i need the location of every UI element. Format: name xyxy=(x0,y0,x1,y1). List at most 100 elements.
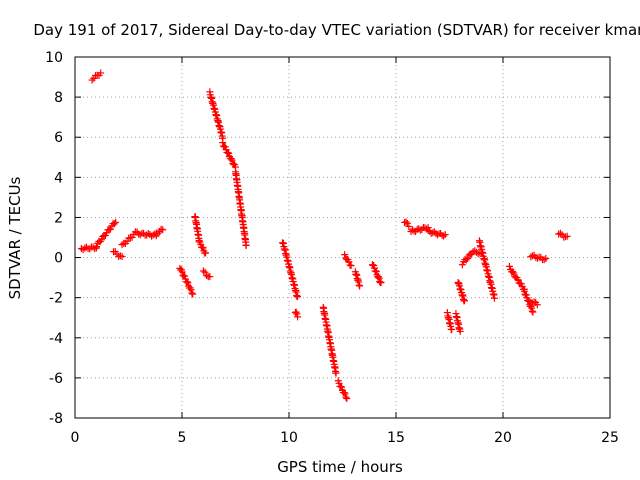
data-point-marker xyxy=(88,76,96,84)
data-point-marker xyxy=(462,256,470,264)
data-segment xyxy=(219,139,239,171)
data-point-marker xyxy=(112,218,120,226)
data-segment xyxy=(232,168,250,249)
x-tick-label: 10 xyxy=(280,430,298,446)
y-tick-label: 0 xyxy=(54,251,63,267)
data-point-marker xyxy=(356,282,364,290)
data-point-marker xyxy=(376,278,384,286)
data-point-marker xyxy=(293,310,301,318)
data-segment xyxy=(505,262,528,293)
data-point-marker xyxy=(347,262,355,270)
data-point-marker xyxy=(228,156,236,164)
data-point-marker xyxy=(128,233,136,241)
data-point-marker xyxy=(97,69,105,77)
data-point-marker xyxy=(135,230,143,238)
data-point-marker xyxy=(341,390,349,398)
grid-lines xyxy=(75,57,610,418)
data-point-marker xyxy=(374,273,382,281)
plot-frame xyxy=(74,56,611,419)
x-tick-label: 25 xyxy=(601,430,619,446)
data-point-marker xyxy=(118,253,126,261)
data-point-marker xyxy=(456,327,464,335)
data-point-marker xyxy=(471,247,479,255)
data-point-marker xyxy=(530,298,538,306)
data-point-marker xyxy=(338,383,346,391)
data-point-marker xyxy=(227,154,235,162)
data-point-marker xyxy=(123,237,131,245)
data-segment xyxy=(443,309,456,334)
data-point-marker xyxy=(225,149,233,157)
y-tick-label: 4 xyxy=(54,170,63,186)
data-point-marker xyxy=(224,149,232,157)
data-point-marker xyxy=(405,222,413,230)
data-point-marker xyxy=(183,278,191,286)
data-point-marker xyxy=(176,264,184,272)
data-point-marker xyxy=(509,268,517,276)
data-point-marker xyxy=(540,256,548,264)
data-point-marker xyxy=(563,232,571,240)
y-tick-label: -8 xyxy=(49,411,63,427)
data-segment xyxy=(152,225,167,238)
data-point-marker xyxy=(202,249,210,257)
y-tick-label: 10 xyxy=(45,50,63,66)
data-segment xyxy=(351,268,364,290)
data-point-marker xyxy=(110,220,118,228)
tick-labels: 0 5 10 15 20 25 -8 -6 -4 -2 0 2 4 6 8 10 xyxy=(45,50,619,446)
data-point-marker xyxy=(340,388,348,396)
data-point-marker xyxy=(520,287,528,295)
data-point-marker xyxy=(464,254,472,262)
x-tick-label: 15 xyxy=(387,430,405,446)
data-point-marker xyxy=(105,226,113,234)
data-point-marker xyxy=(184,279,192,287)
data-point-marker xyxy=(377,278,385,286)
data-point-marker xyxy=(219,139,227,147)
data-point-marker xyxy=(92,243,100,251)
data-point-marker xyxy=(528,307,536,315)
y-tick-label: 8 xyxy=(54,90,63,106)
data-point-marker xyxy=(343,395,351,403)
data-point-marker xyxy=(529,308,537,316)
data-point-marker xyxy=(375,274,383,282)
data-point-marker xyxy=(107,225,115,233)
data-point-marker xyxy=(341,251,349,259)
y-tick-label: -6 xyxy=(49,371,63,387)
data-point-marker xyxy=(201,268,209,276)
data-segment xyxy=(199,267,214,281)
data-segment xyxy=(407,224,432,235)
x-tick-label: 0 xyxy=(71,430,80,446)
data-point-marker xyxy=(199,267,207,275)
data-point-marker xyxy=(429,229,437,237)
data-point-marker xyxy=(199,244,207,252)
data-point-marker xyxy=(203,271,211,279)
data-point-marker xyxy=(81,244,89,252)
data-point-marker xyxy=(220,142,228,150)
data-point-marker xyxy=(372,268,380,276)
data-point-marker xyxy=(206,273,214,281)
data-point-marker xyxy=(458,261,466,269)
data-point-marker xyxy=(474,250,482,258)
data-segment xyxy=(133,228,160,240)
data-point-marker xyxy=(533,254,541,262)
data-point-marker xyxy=(98,236,106,244)
data-point-marker xyxy=(403,219,411,227)
data-point-marker xyxy=(542,254,550,262)
data-point-marker xyxy=(332,369,340,377)
data-segment xyxy=(88,69,105,84)
x-tick-label: 5 xyxy=(178,430,187,446)
data-point-marker xyxy=(510,269,518,277)
data-segment xyxy=(195,238,210,257)
data-point-marker xyxy=(292,308,300,316)
data-segment xyxy=(191,213,203,245)
data-series xyxy=(77,69,571,403)
data-point-marker xyxy=(294,313,302,321)
x-tick-label: 20 xyxy=(494,430,512,446)
data-segment xyxy=(452,310,464,335)
data-point-marker xyxy=(528,304,536,312)
data-segment xyxy=(110,248,126,261)
data-point-marker xyxy=(460,297,468,305)
data-segment xyxy=(424,226,449,240)
data-segment xyxy=(334,377,351,403)
data-point-marker xyxy=(335,379,343,387)
data-segment xyxy=(454,279,468,305)
